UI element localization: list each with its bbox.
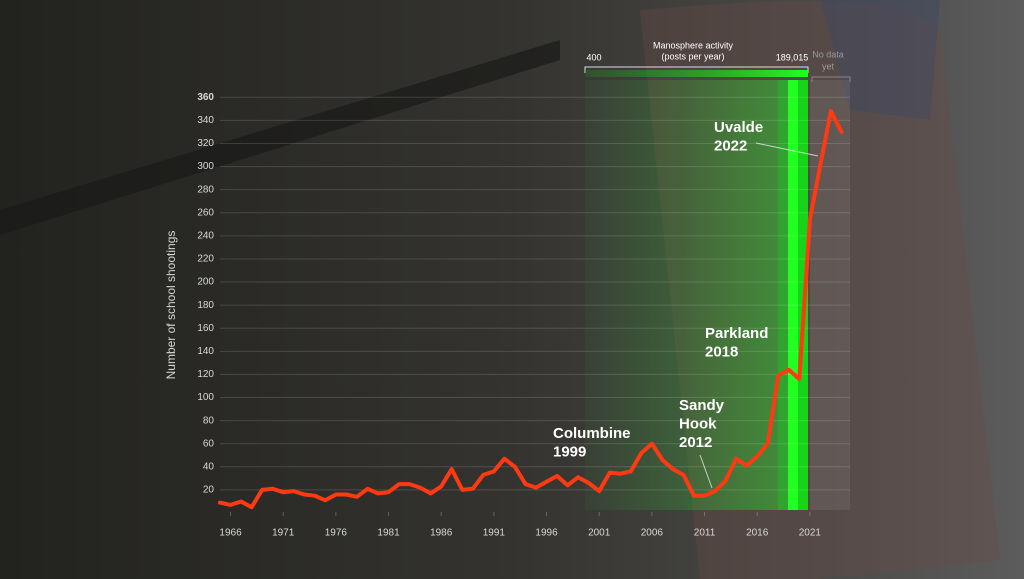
activity-band bbox=[778, 80, 788, 510]
legend-title: (posts per year) bbox=[661, 51, 724, 61]
y-tick-label: 20 bbox=[203, 485, 215, 496]
annotation: 2012 bbox=[679, 434, 712, 451]
activity-band bbox=[788, 80, 798, 510]
y-tick-label: 40 bbox=[203, 461, 215, 472]
y-tick-label: 280 bbox=[197, 184, 214, 195]
no-data-label: No data bbox=[812, 49, 844, 59]
x-tick-label: 2006 bbox=[641, 528, 664, 539]
x-tick-label: 2021 bbox=[799, 528, 822, 539]
data-line bbox=[218, 109, 844, 510]
y-tick-label: 340 bbox=[197, 115, 214, 126]
x-tick-label: 1971 bbox=[272, 528, 295, 539]
legend-max: 189,015 bbox=[776, 52, 809, 62]
x-tick-label: 2016 bbox=[746, 528, 769, 539]
annotation: Columbine bbox=[553, 425, 631, 442]
legend-title: Manosphere activity bbox=[653, 40, 734, 50]
y-tick-label: 180 bbox=[197, 300, 214, 311]
y-tick-label: 300 bbox=[197, 161, 214, 172]
y-tick-label: 360 bbox=[197, 92, 214, 103]
y-tick-label: 80 bbox=[203, 415, 215, 426]
y-axis-label: Number of school shootings bbox=[164, 231, 178, 380]
y-tick-label: 220 bbox=[197, 254, 214, 265]
x-tick-label: 1976 bbox=[325, 528, 348, 539]
annotation: Sandy bbox=[679, 397, 725, 414]
x-tick-label: 1981 bbox=[377, 528, 400, 539]
y-tick-label: 240 bbox=[197, 231, 214, 242]
x-tick-label: 1966 bbox=[219, 528, 242, 539]
annotation: Uvalde bbox=[714, 119, 763, 136]
x-tick-label: 2001 bbox=[588, 528, 611, 539]
y-tick-label: 320 bbox=[197, 138, 214, 149]
x-tick-label: 1986 bbox=[430, 528, 453, 539]
y-tick-label: 100 bbox=[197, 392, 214, 403]
no-data-label: yet bbox=[822, 61, 835, 71]
y-tick-label: 140 bbox=[197, 346, 214, 357]
annotation: Hook bbox=[679, 415, 717, 432]
beam bbox=[0, 40, 560, 235]
annotation-pointer bbox=[699, 454, 713, 489]
annotation: 1999 bbox=[553, 443, 586, 460]
activity-shading bbox=[585, 80, 778, 510]
x-tick-label: 2011 bbox=[694, 528, 716, 539]
annotation: 2022 bbox=[714, 137, 747, 154]
y-tick-label: 60 bbox=[203, 438, 215, 449]
y-tick-label: 260 bbox=[197, 207, 214, 218]
y-tick-label: 200 bbox=[197, 277, 214, 288]
x-tick-label: 1991 bbox=[483, 528, 506, 539]
flag-stars bbox=[820, 0, 940, 120]
annotation: Parkland bbox=[705, 325, 768, 342]
y-tick-label: 160 bbox=[197, 323, 214, 334]
no-data-band bbox=[810, 80, 850, 510]
annotation: 2018 bbox=[705, 343, 738, 360]
legend-min: 400 bbox=[586, 52, 601, 62]
legend-bar bbox=[585, 70, 808, 77]
no-data-bracket bbox=[811, 76, 851, 82]
x-tick-label: 1996 bbox=[535, 528, 558, 539]
y-tick-label: 120 bbox=[197, 369, 214, 380]
annotation-pointer bbox=[755, 142, 819, 157]
